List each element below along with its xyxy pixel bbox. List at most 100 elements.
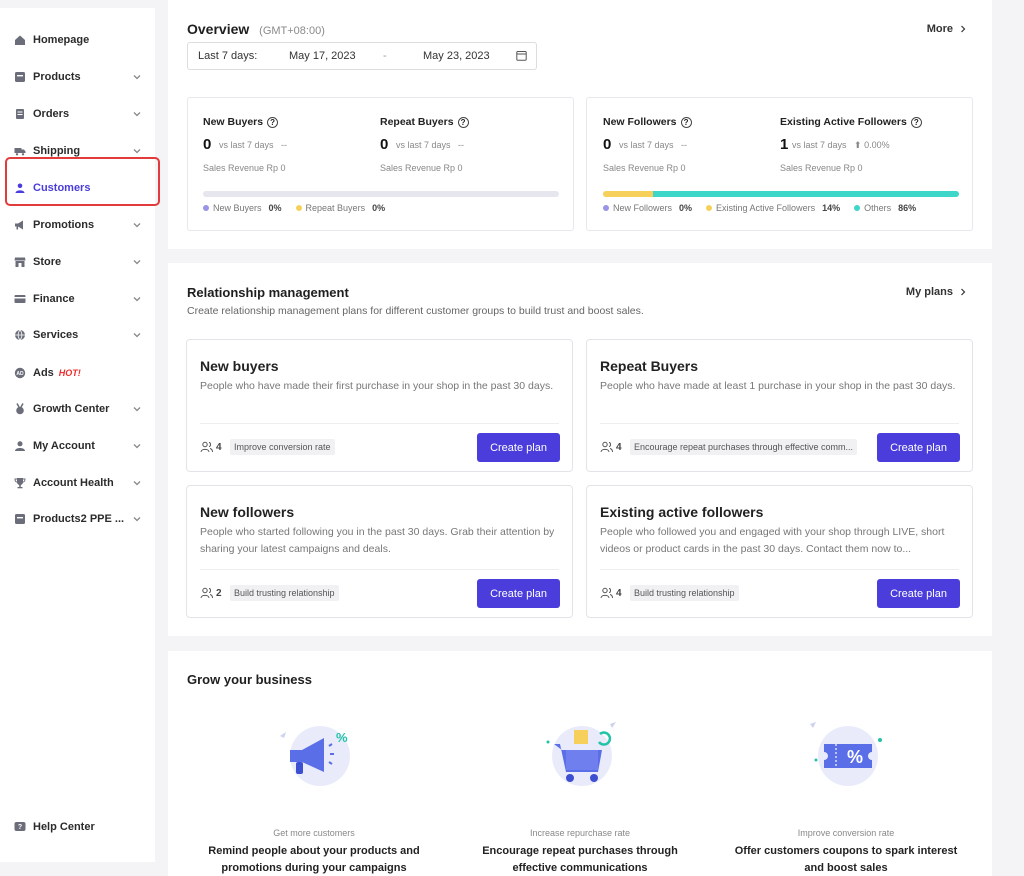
sidebar-item-label: Ads [33, 367, 54, 379]
plan-card-new-buyers: New buyers People who have made their fi… [186, 339, 573, 472]
sidebar-item-services[interactable]: Services [14, 325, 142, 345]
timezone-label: (GMT+08:00) [259, 25, 325, 37]
chevron-down-icon[interactable] [132, 404, 142, 414]
chevron-down-icon[interactable] [132, 109, 142, 119]
sidebar-item-label: Growth Center [33, 403, 110, 415]
sidebar-item-label: Homepage [33, 34, 90, 46]
plan-description: People who started following you in the … [200, 526, 555, 555]
plan-card-existing-followers: Existing active followers People who fol… [586, 485, 973, 618]
sidebar-item-my-account[interactable]: My Account [14, 436, 142, 456]
people-icon [200, 441, 213, 453]
sidebar-item-products2[interactable]: Products2 PPE ... [14, 509, 142, 529]
my-plans-link[interactable]: My plans [906, 286, 967, 298]
sidebar-item-ads[interactable]: AD Ads HOT! [14, 363, 142, 383]
sidebar-item-customers[interactable]: Customers [14, 178, 142, 198]
shopping-cart-illustration-icon [546, 722, 616, 786]
legend-dot [295, 205, 302, 211]
create-plan-button[interactable]: Create plan [477, 579, 560, 608]
chevron-down-icon[interactable] [132, 220, 142, 230]
divider [200, 423, 559, 424]
legend-item: New Followers 0% [603, 203, 692, 213]
chevron-down-icon[interactable] [132, 72, 142, 82]
plan-audience-count: 4 [600, 441, 622, 453]
legend-dot [854, 205, 861, 211]
date-start[interactable]: May 17, 2023 [289, 50, 356, 62]
chevron-down-icon[interactable] [132, 257, 142, 267]
divider [200, 569, 559, 570]
change-text: ⬆ 0.00% [854, 140, 890, 150]
sidebar-item-label: My Account [33, 440, 95, 452]
existing-followers-compare: vs last 7 days ⬆ 0.00% [792, 140, 890, 151]
sidebar-item-store[interactable]: Store [14, 252, 142, 272]
grow-item-subtitle: Improve conversion rate [797, 828, 895, 838]
help-icon: ? [14, 821, 26, 833]
count-value: 4 [616, 587, 622, 599]
question-icon[interactable]: ? [680, 116, 692, 128]
legend-label: New Buyers [213, 203, 262, 213]
relationship-panel: Relationship management Create relations… [168, 263, 992, 636]
repeat-buyers-revenue: Sales Revenue Rp 0 [380, 163, 463, 173]
question-icon[interactable]: ? [267, 116, 279, 128]
grow-item-subtitle: Get more customers [273, 828, 355, 838]
sidebar-item-finance[interactable]: Finance [14, 289, 142, 309]
new-buyers-compare: vs last 7 days -- [219, 140, 287, 150]
plan-title: Existing active followers [600, 504, 764, 520]
existing-followers-revenue: Sales Revenue Rp 0 [780, 163, 863, 173]
chevron-down-icon[interactable] [132, 294, 142, 304]
count-value: 4 [616, 441, 622, 453]
new-followers-compare: vs last 7 days -- [619, 140, 687, 150]
grow-item-coupons[interactable]: % Improve conversion rate Offer customer… [726, 720, 966, 874]
sidebar-item-help-center[interactable]: ? Help Center [14, 817, 142, 837]
grow-title: Grow your business [187, 672, 312, 687]
change-text: -- [281, 140, 288, 150]
sidebar-item-account-health[interactable]: Account Health [14, 473, 142, 493]
date-separator: - [383, 50, 387, 62]
date-end[interactable]: May 23, 2023 [423, 50, 490, 62]
chevron-right-icon [961, 288, 966, 296]
relationship-subtitle: Create relationship management plans for… [187, 305, 644, 317]
sidebar-item-growth-center[interactable]: Growth Center [14, 399, 142, 419]
divider [600, 569, 959, 570]
sidebar-item-products[interactable]: Products [14, 67, 142, 87]
ads-icon: AD [14, 367, 26, 379]
legend-dot [203, 205, 209, 211]
plan-audience-count: 2 [200, 587, 222, 599]
existing-followers-title-text: Existing Active Followers [780, 116, 907, 128]
date-range-label: Last 7 days: [198, 50, 258, 62]
calendar-icon[interactable] [516, 50, 527, 64]
grow-panel: Grow your business % Get more customers … [168, 651, 992, 876]
existing-followers-value: 1 [780, 136, 789, 153]
sidebar-item-label: Shipping [33, 145, 81, 157]
sidebar-item-orders[interactable]: Orders [14, 104, 142, 124]
date-range-picker[interactable]: Last 7 days: May 17, 2023 - May 23, 2023 [187, 42, 537, 70]
relationship-title: Relationship management [187, 285, 349, 300]
repeat-buyers-compare: vs last 7 days -- [396, 140, 464, 150]
sidebar-item-homepage[interactable]: Homepage [14, 30, 142, 50]
divider [600, 423, 959, 424]
more-link[interactable]: More [927, 23, 967, 35]
chevron-down-icon[interactable] [132, 441, 142, 451]
create-plan-button[interactable]: Create plan [877, 433, 960, 462]
existing-followers-title: Existing Active Followers? [780, 116, 922, 128]
create-plan-button[interactable]: Create plan [877, 579, 960, 608]
create-plan-button[interactable]: Create plan [477, 433, 560, 462]
chevron-down-icon[interactable] [132, 330, 142, 340]
sidebar-item-shipping[interactable]: Shipping [14, 141, 142, 161]
sidebar-item-promotions[interactable]: Promotions [14, 215, 142, 235]
new-followers-revenue: Sales Revenue Rp 0 [603, 163, 686, 173]
question-icon[interactable]: ? [910, 116, 922, 128]
chevron-down-icon[interactable] [132, 478, 142, 488]
chevron-down-icon[interactable] [132, 146, 142, 156]
products-icon [14, 71, 26, 83]
question-icon[interactable]: ? [457, 116, 469, 128]
buyers-share-bar [203, 191, 559, 197]
grow-item-repurchase[interactable]: Increase repurchase rate Encourage repea… [460, 720, 700, 874]
legend-value: 86% [898, 203, 917, 213]
grow-item-campaigns[interactable]: % Get more customers Remind people about… [194, 720, 434, 874]
plan-audience-count: 4 [600, 587, 622, 599]
megaphone-icon [14, 219, 26, 231]
chevron-down-icon[interactable] [132, 514, 142, 524]
my-plans-label: My plans [905, 286, 953, 298]
buyers-card: New Buyers? 0 vs last 7 days -- Sales Re… [187, 97, 574, 231]
box-icon [14, 513, 26, 525]
